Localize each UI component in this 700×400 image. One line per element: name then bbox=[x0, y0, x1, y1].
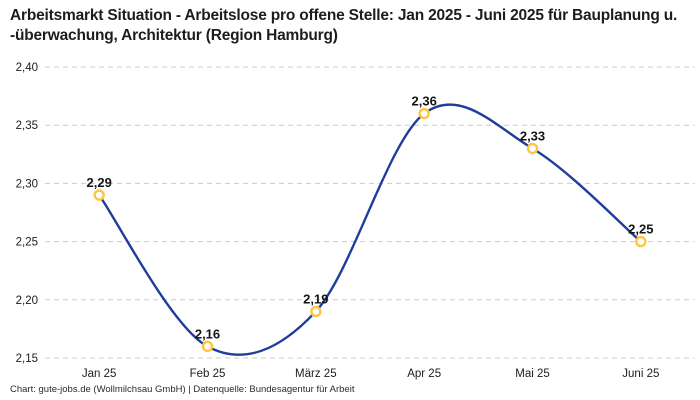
x-axis-tick-label: Juni 25 bbox=[622, 368, 659, 380]
data-point-marker bbox=[526, 142, 539, 155]
x-axis-tick-label: Jan 25 bbox=[82, 368, 117, 380]
x-axis-tick-label: Apr 25 bbox=[407, 368, 441, 380]
data-point-marker bbox=[310, 305, 322, 318]
data-point-label: 2,36 bbox=[412, 94, 437, 109]
x-axis-tick-label: März 25 bbox=[295, 368, 337, 380]
data-point-marker bbox=[635, 235, 647, 248]
data-line bbox=[97, 103, 642, 356]
data-point-marker bbox=[418, 107, 430, 120]
data-point-marker bbox=[201, 340, 214, 353]
chart-title: Arbeitsmarkt Situation - Arbeitslose pro… bbox=[10, 7, 678, 44]
y-axis-tick-label: 2,40 bbox=[16, 62, 38, 74]
y-axis-tick-label: 2,25 bbox=[16, 237, 38, 249]
y-axis-tick-label: 2,15 bbox=[16, 353, 38, 365]
data-point-marker bbox=[93, 189, 105, 201]
x-axis-tick-label: Mai 25 bbox=[515, 368, 550, 380]
x-axis-tick-label: Feb 25 bbox=[190, 368, 226, 380]
data-point-label: 2,33 bbox=[520, 128, 545, 143]
data-point-label: 2,29 bbox=[87, 175, 112, 190]
y-axis-tick-label: 2,35 bbox=[16, 120, 38, 132]
data-point-label: 2,25 bbox=[628, 222, 653, 237]
data-point-label: 2,16 bbox=[195, 326, 220, 341]
chart-source-note: Chart: gute-jobs.de (Wollmilchsau GmbH) … bbox=[10, 384, 355, 395]
y-axis-tick-label: 2,30 bbox=[16, 178, 38, 190]
data-point-label: 2,19 bbox=[303, 291, 328, 306]
y-axis-tick-label: 2,20 bbox=[16, 295, 38, 307]
